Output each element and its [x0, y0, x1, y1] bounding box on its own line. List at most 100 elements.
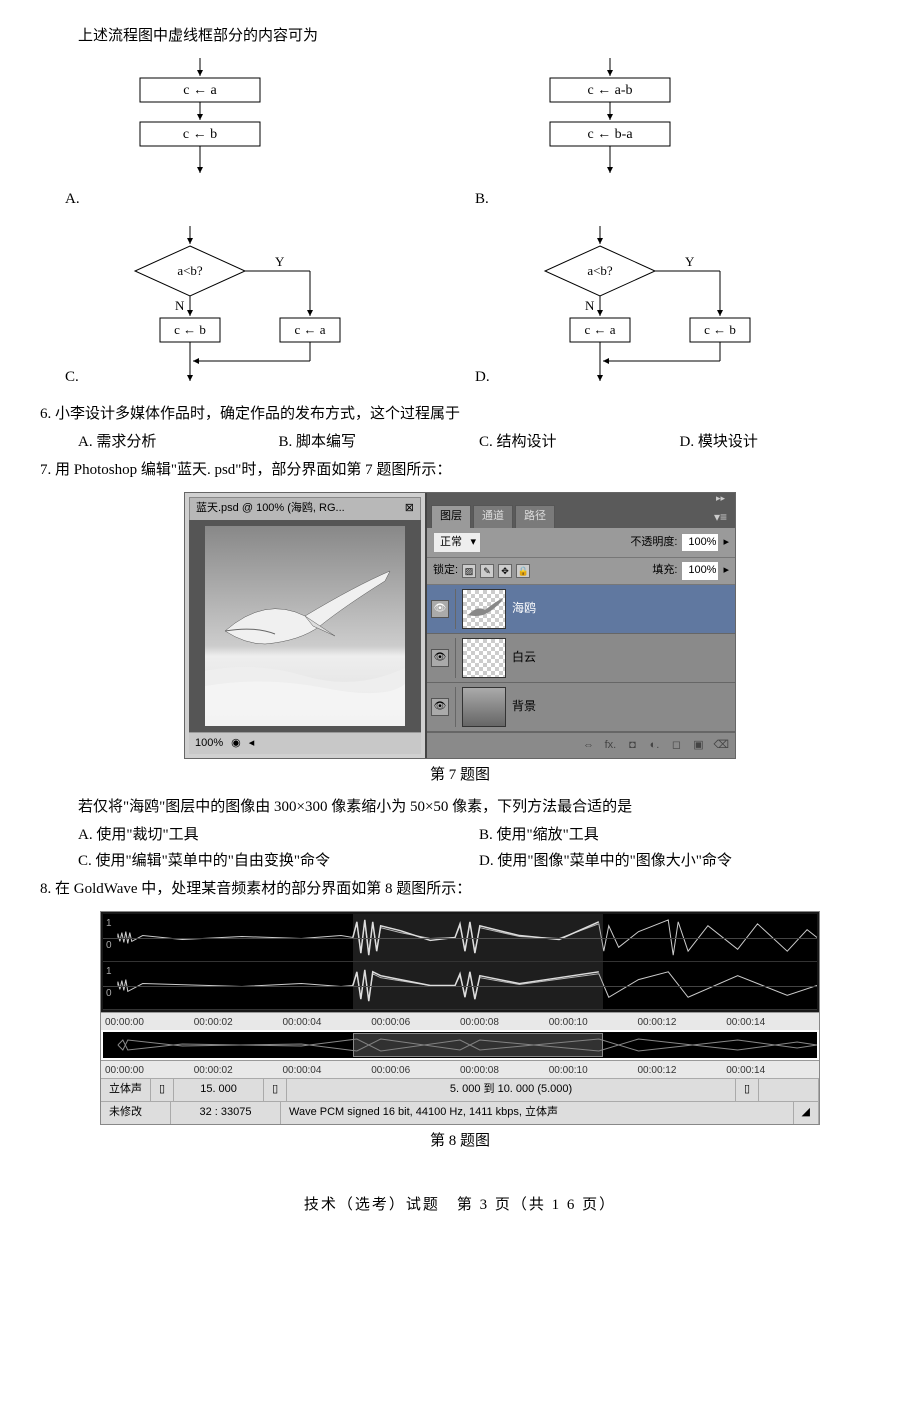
- gw-track-left[interactable]: 1 0: [103, 914, 817, 962]
- ps-layer-seagull[interactable]: 👁 海鸥: [427, 585, 735, 634]
- gw-marker2: ▯: [264, 1079, 287, 1101]
- gw-mod: 未修改: [101, 1102, 171, 1124]
- gw-timeline-overview: 00:00:00 00:00:02 00:00:04 00:00:06 00:0…: [101, 1060, 819, 1078]
- opt-a-label: A.: [65, 187, 80, 211]
- ps-thumb-cloud[interactable]: [462, 638, 506, 678]
- lock-brush-icon[interactable]: ✎: [480, 564, 494, 578]
- fx-icon[interactable]: fx.: [603, 737, 617, 755]
- gw-statusbar2: 未修改 32 : 33075 Wave PCM signed 16 bit, 4…: [101, 1101, 819, 1124]
- ps-statusbar: 100% ◉ ◂: [189, 732, 421, 755]
- ps-opacity-label: 不透明度:: [630, 534, 677, 552]
- svg-text:a<b?: a<b?: [177, 263, 203, 278]
- mask-icon[interactable]: ◘: [625, 737, 639, 755]
- flowchart-opt-c: C. a<b? Y c ← a N c ← b: [80, 226, 470, 394]
- q7-text: 7. 用 Photoshop 编辑"蓝天. psd"时，部分界面如第 7 题图所…: [40, 458, 880, 482]
- ps-tab-channels[interactable]: 通道: [473, 505, 513, 528]
- ps-zoom[interactable]: 100%: [195, 735, 223, 753]
- gw-t2-7: 00:00:14: [726, 1063, 815, 1076]
- opt-b-label: B.: [475, 187, 489, 211]
- q7-figure: 蓝天.psd @ 100% (海鸥, RG... ⊠ 100% ◉ ◂: [40, 492, 880, 759]
- gw-t1-7: 00:00:14: [726, 1015, 815, 1028]
- ps-doc-title: 蓝天.psd @ 100% (海鸥, RG...: [196, 500, 345, 518]
- ps-canvas[interactable]: [189, 520, 421, 732]
- gw-track1-label: 1: [106, 916, 112, 932]
- ps-fill-arrow-icon[interactable]: ▸: [723, 562, 729, 580]
- eye-icon[interactable]: 👁: [431, 649, 449, 667]
- q6-opt-a: A. 需求分析: [78, 430, 279, 454]
- svg-text:c ← a-b: c ← a-b: [587, 83, 632, 98]
- q6-opt-c: C. 结构设计: [479, 430, 680, 454]
- gw-overview-selection[interactable]: [353, 1033, 603, 1057]
- svg-text:N: N: [585, 298, 595, 313]
- q7-opt-d: D. 使用"图像"菜单中的"图像大小"命令: [479, 849, 880, 873]
- q7-opt-a: A. 使用"裁切"工具: [78, 823, 479, 847]
- flowchart-opt-a: A. c ← a c ← b: [80, 58, 470, 216]
- gw-t2-3: 00:00:06: [371, 1063, 460, 1076]
- gw-sel: 5. 000 到 10. 000 (5.000): [287, 1079, 736, 1101]
- flowchart-opt-b: B. c ← a-b c ← b-a: [490, 58, 880, 216]
- ps-info-icon[interactable]: ◉: [231, 735, 241, 753]
- gw-statusbar: 立体声 ▯ 15. 000 ▯ 5. 000 到 10. 000 (5.000)…: [101, 1078, 819, 1101]
- ps-opacity-input[interactable]: 100%: [681, 533, 719, 553]
- ps-thumb-seagull[interactable]: [462, 589, 506, 629]
- group-icon[interactable]: ◻: [669, 737, 683, 755]
- ps-tab-menu-icon[interactable]: ▾≡: [710, 508, 731, 527]
- ps-scroll-left[interactable]: ◂: [249, 735, 255, 753]
- lock-all-icon[interactable]: 🔒: [516, 564, 530, 578]
- ps-tab-layers[interactable]: 图层: [431, 505, 471, 528]
- q6-text: 6. 小李设计多媒体作品时，确定作品的发布方式，这个过程属于: [40, 402, 880, 426]
- svg-text:c ← a: c ← a: [294, 322, 325, 337]
- flowchart-options: A. c ← a c ← b B. c ← a-b c ← b-a C.: [80, 58, 880, 394]
- ps-panel-collapse[interactable]: [427, 493, 735, 503]
- new-layer-icon[interactable]: ▣: [691, 737, 705, 755]
- link-icon[interactable]: ⇔: [581, 737, 595, 755]
- q6-options: A. 需求分析 B. 脚本编写 C. 结构设计 D. 模块设计: [40, 430, 880, 454]
- eye-icon[interactable]: 👁: [431, 698, 449, 716]
- ps-layer-buttons: ⇔ fx. ◘ ◐. ◻ ▣ ⌫: [427, 732, 735, 759]
- ps-fill-label: 填充:: [652, 562, 677, 580]
- gw-track2-label: 1: [106, 964, 112, 980]
- q8-caption: 第 8 题图: [40, 1129, 880, 1153]
- gw-selection[interactable]: [353, 914, 603, 961]
- ps-layers-panel: 图层 通道 路径 ▾≡ 正常 不透明度: 100% ▸ 锁定: ▨ ✎ ✥ 🔒 …: [425, 493, 735, 758]
- ps-tab-paths[interactable]: 路径: [515, 505, 555, 528]
- gw-t1-6: 00:00:12: [638, 1015, 727, 1028]
- lock-move-icon[interactable]: ✥: [498, 564, 512, 578]
- close-icon[interactable]: ⊠: [405, 500, 414, 518]
- gw-track-right[interactable]: 1 0: [103, 962, 817, 1010]
- adjust-icon[interactable]: ◐.: [647, 737, 661, 755]
- ps-lock-label: 锁定:: [433, 562, 458, 580]
- svg-text:c ← a: c ← a: [584, 322, 615, 337]
- ps-blend-mode[interactable]: 正常: [433, 532, 481, 554]
- ps-opacity-arrow-icon[interactable]: ▸: [723, 534, 729, 552]
- q7-opts-row1: A. 使用"裁切"工具 B. 使用"缩放"工具: [40, 823, 880, 847]
- gw-t2-4: 00:00:08: [460, 1063, 549, 1076]
- gw-t2-0: 00:00:00: [105, 1063, 194, 1076]
- ps-layer-bg[interactable]: 👁 背景: [427, 683, 735, 732]
- gw-t2-2: 00:00:04: [283, 1063, 372, 1076]
- resize-grip-icon[interactable]: ◢: [794, 1102, 819, 1124]
- ps-layer-cloud[interactable]: 👁 白云: [427, 634, 735, 683]
- gw-t1-2: 00:00:04: [283, 1015, 372, 1028]
- ps-fill-input[interactable]: 100%: [681, 561, 719, 581]
- ps-layer2-name: 白云: [512, 648, 536, 667]
- ps-document-pane: 蓝天.psd @ 100% (海鸥, RG... ⊠ 100% ◉ ◂: [185, 493, 425, 758]
- q6-opt-b: B. 脚本编写: [279, 430, 480, 454]
- flowchart-a-svg: c ← a c ← b: [80, 58, 360, 208]
- gw-ch: 立体声: [101, 1079, 151, 1101]
- flowchart-d-svg: a<b? Y c ← b N c ← a: [490, 226, 790, 386]
- svg-text:Y: Y: [275, 254, 285, 269]
- lock-trans-icon[interactable]: ▨: [462, 564, 476, 578]
- ps-layer3-name: 背景: [512, 697, 536, 716]
- ps-thumb-bg[interactable]: [462, 687, 506, 727]
- svg-text:c ← b-a: c ← b-a: [587, 127, 633, 142]
- page-footer: 技术（选考）试题 第 3 页（共 1 6 页）: [40, 1193, 880, 1217]
- gw-overview[interactable]: [103, 1032, 817, 1058]
- q7-follow: 若仅将"海鸥"图层中的图像由 300×300 像素缩小为 50×50 像素，下列…: [40, 795, 880, 819]
- gw-zero-label2: 0: [106, 986, 112, 1002]
- q7-opt-b: B. 使用"缩放"工具: [479, 823, 880, 847]
- eye-icon[interactable]: 👁: [431, 600, 449, 618]
- ps-doc-tab[interactable]: 蓝天.psd @ 100% (海鸥, RG... ⊠: [189, 497, 421, 520]
- gw-tracks: 1 0 1 0: [101, 912, 819, 1012]
- trash-icon[interactable]: ⌫: [713, 737, 729, 755]
